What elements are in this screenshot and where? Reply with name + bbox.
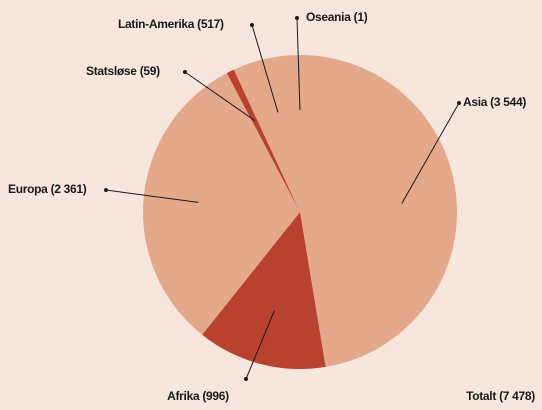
leader-dot	[244, 377, 248, 381]
leader-dot	[183, 70, 187, 74]
slice-label: Europa (2 361)	[8, 182, 87, 196]
leader-line	[251, 24, 279, 113]
pie-slice	[226, 69, 300, 212]
pie-slice	[233, 55, 300, 212]
leader-line	[245, 310, 275, 380]
leader-line	[105, 189, 199, 203]
pie-slice	[202, 212, 326, 370]
slice-label: Asia (3 544)	[463, 95, 526, 109]
total-label: Totalt (7 478)	[466, 389, 535, 403]
slice-label: Afrika (996)	[167, 389, 229, 403]
slice-label: Statsløse (59)	[86, 64, 160, 78]
slice-label: Oseania (1)	[306, 10, 368, 24]
leader-line	[296, 17, 301, 110]
leader-line	[401, 102, 460, 204]
leader-dot	[250, 23, 254, 27]
leader-dot	[104, 188, 108, 192]
leader-line	[184, 71, 255, 121]
leader-dot	[295, 16, 299, 20]
slice-label: Latin-Amerika (517)	[118, 17, 224, 31]
leader-dot	[457, 101, 461, 105]
pie-slice	[300, 55, 458, 367]
pie-slice	[143, 73, 300, 335]
